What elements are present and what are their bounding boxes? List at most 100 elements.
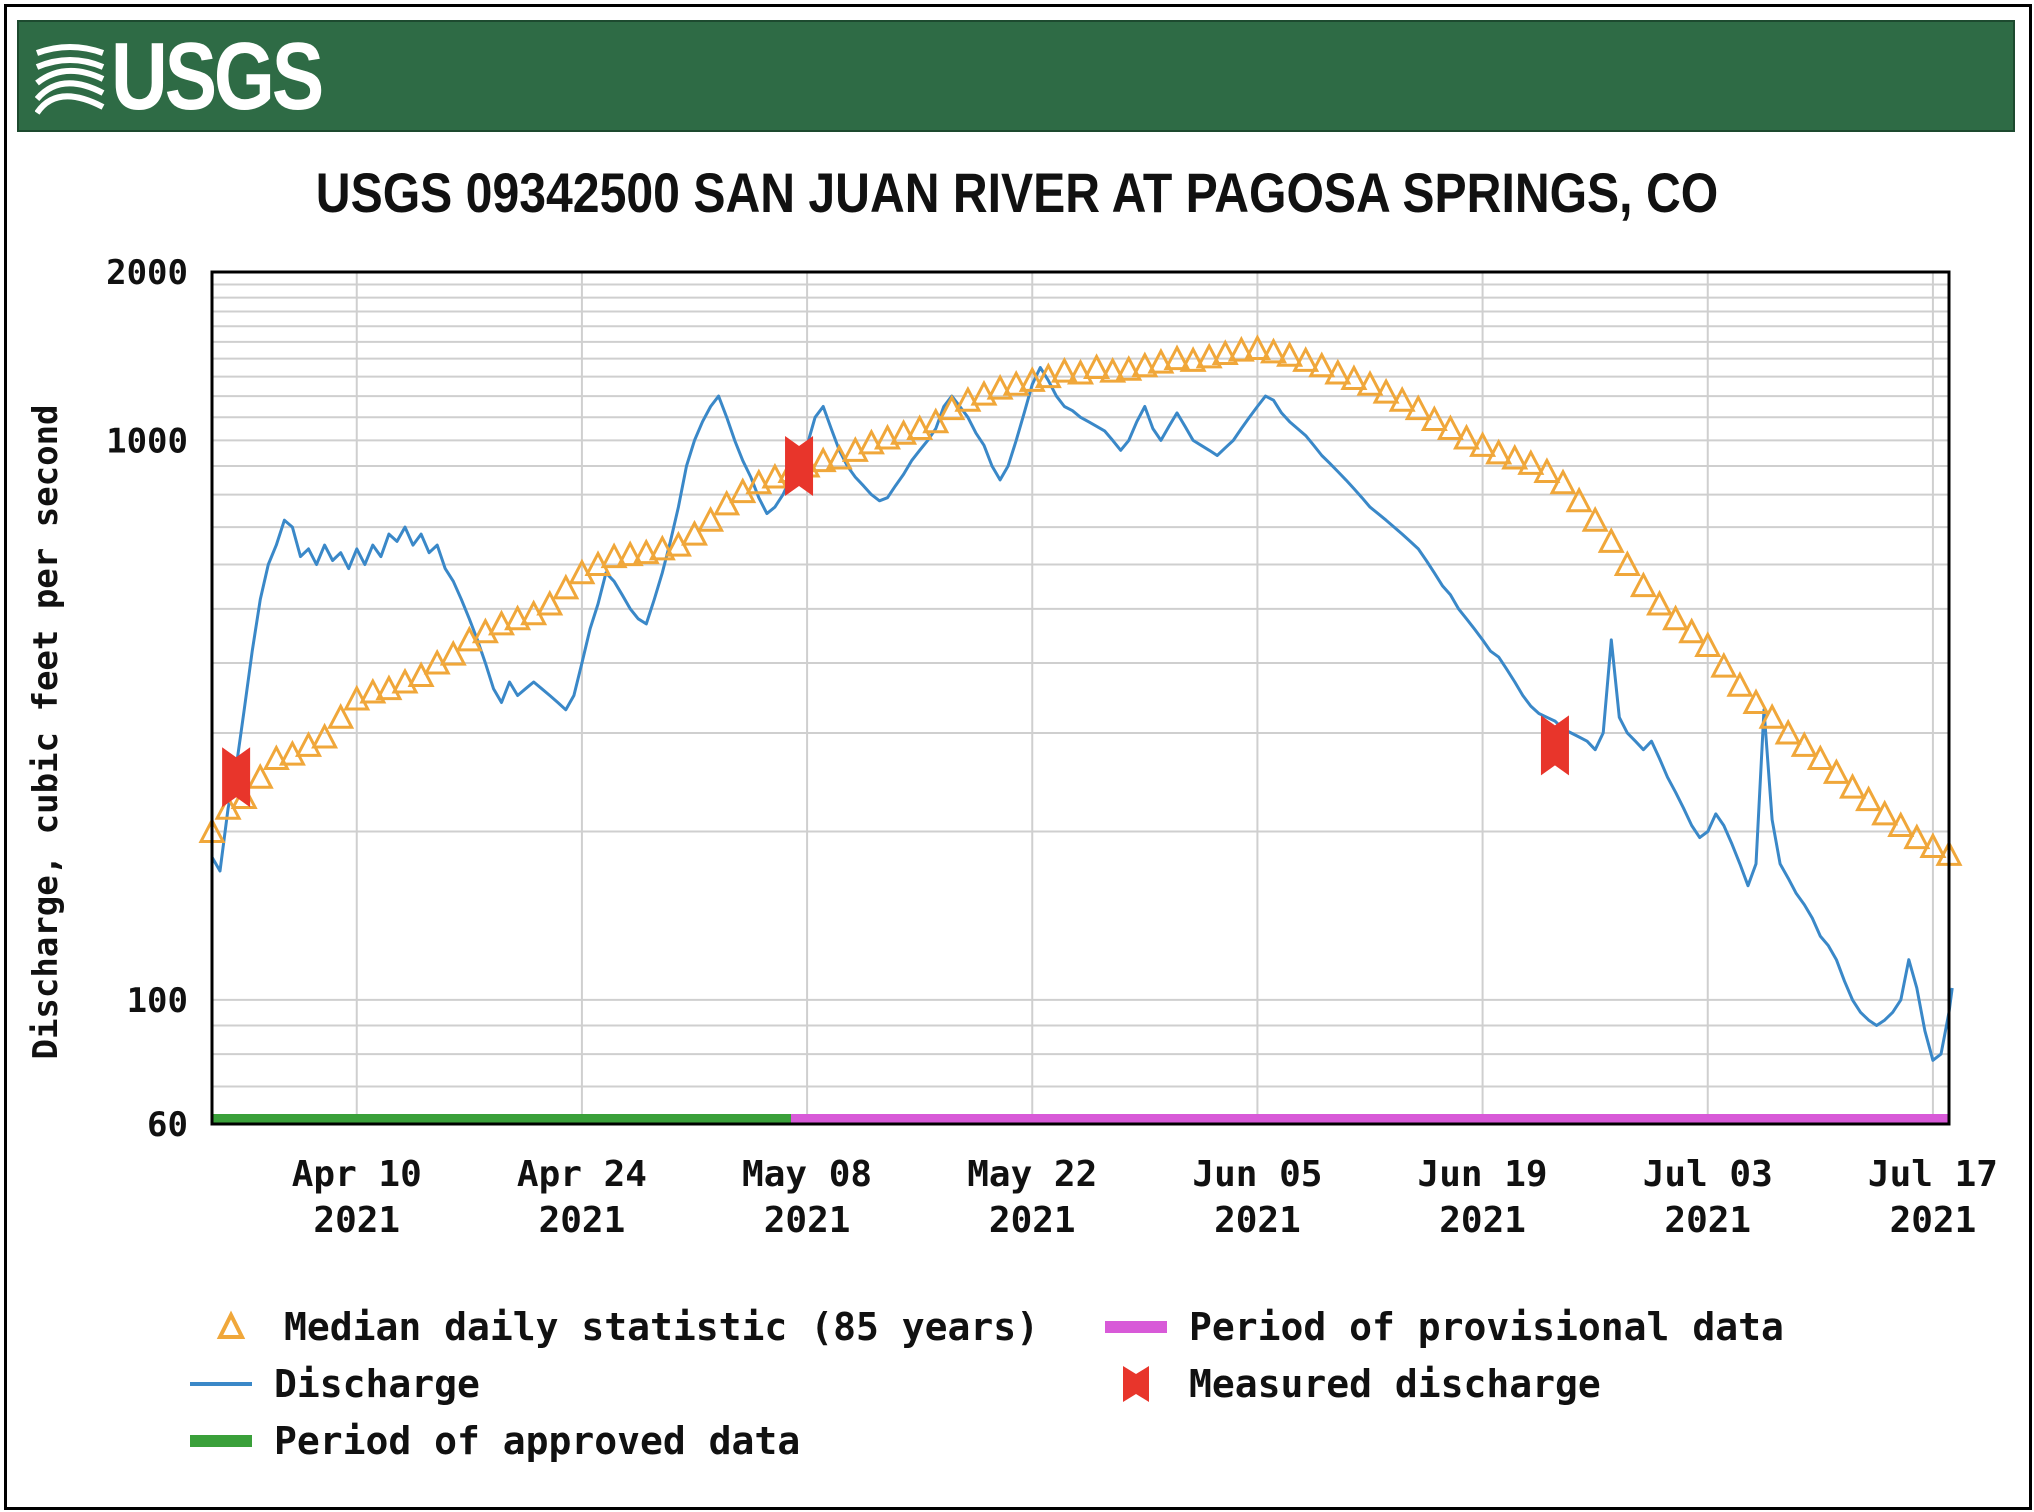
median-point: [616, 540, 644, 567]
median-point: [1163, 344, 1191, 371]
usgs-logo-text: USGS: [111, 23, 324, 130]
median-point: [1420, 405, 1448, 431]
x-tick-year: 2021: [1664, 1200, 1751, 1241]
median-point: [986, 373, 1014, 400]
median-point: [1629, 571, 1657, 598]
x-tick-year: 2021: [1439, 1200, 1526, 1241]
median-point: [1533, 457, 1561, 483]
period-bar: [212, 1114, 791, 1124]
median-point: [1276, 340, 1304, 367]
median-point: [262, 744, 290, 771]
period-bar: [791, 1114, 1949, 1124]
median-point: [809, 446, 837, 473]
median-point: [1549, 468, 1577, 495]
median-point: [246, 763, 274, 789]
x-tick-label: Jun 19: [1418, 1154, 1548, 1195]
x-tick-label: Apr 24: [517, 1154, 647, 1195]
median-point: [1613, 550, 1641, 577]
median-point: [1597, 527, 1625, 553]
median-triangle-icon: [216, 1310, 246, 1339]
median-point: [1758, 703, 1786, 729]
median-point: [1260, 337, 1287, 364]
x-tick-year: 2021: [764, 1200, 851, 1241]
x-tick-label: May 22: [967, 1154, 1097, 1195]
median-series: [198, 334, 1963, 866]
legend-median: Median daily statistic (85 years): [200, 1305, 1039, 1349]
median-point: [1822, 758, 1850, 784]
x-tick-labels: Apr 10 2021 Apr 24 2021 May 08 2021 May 22 2021…: [292, 1154, 1998, 1241]
median-point: [1662, 604, 1690, 631]
median-point: [632, 538, 660, 565]
median-point: [1469, 431, 1497, 457]
median-point: [1404, 394, 1432, 421]
median-point: [1855, 785, 1883, 812]
measured-series: [222, 436, 1569, 808]
median-point: [1887, 811, 1915, 837]
median-point: [857, 428, 885, 455]
chart-title: USGS 09342500 SAN JUAN RIVER AT PAGOSA S…: [315, 161, 1719, 224]
median-point: [1565, 486, 1593, 513]
median-point: [407, 661, 435, 688]
y-tick-label: 60: [147, 1105, 188, 1145]
median-point: [1292, 346, 1320, 372]
median-point: [648, 534, 676, 561]
median-point: [1227, 335, 1255, 362]
median-point: [970, 379, 998, 406]
median-point: [359, 677, 387, 704]
median-point: [504, 604, 532, 631]
measured-point: [222, 747, 251, 808]
median-point: [1646, 589, 1673, 616]
median-point: [1517, 449, 1545, 475]
median-point: [1774, 718, 1802, 745]
x-tick-year: 2021: [539, 1200, 626, 1241]
legend-provisional: Period of provisional data: [1105, 1305, 1784, 1349]
median-point: [1742, 688, 1770, 715]
median-point: [697, 506, 725, 532]
median-point: [1131, 351, 1159, 378]
median-point: [1050, 356, 1078, 383]
legend-approved-label: Period of approved data: [274, 1419, 801, 1463]
median-point: [922, 407, 950, 434]
discharge-line: [210, 366, 1954, 1062]
median-point: [1678, 617, 1706, 644]
median-point: [954, 385, 982, 412]
usgs-banner: USGS: [17, 20, 2015, 132]
legend-discharge: Discharge: [190, 1362, 480, 1406]
median-point: [890, 419, 918, 445]
x-tick-label: Apr 10: [292, 1154, 422, 1195]
usgs-logo[interactable]: USGS: [35, 23, 367, 130]
median-point: [439, 639, 467, 666]
median-point: [600, 542, 628, 569]
discharge-series: [210, 366, 1954, 1062]
x-tick-label: Jul 17: [1868, 1154, 1998, 1195]
median-point: [1839, 772, 1866, 799]
provisional-bar-icon: [1105, 1321, 1167, 1333]
median-point: [1115, 355, 1143, 381]
median-point: [1903, 823, 1931, 850]
median-point: [1195, 342, 1223, 369]
legend-approved: Period of approved data: [190, 1419, 800, 1463]
legend-measured-label: Measured discharge: [1189, 1362, 1601, 1406]
median-point: [1356, 370, 1384, 396]
median-point: [1179, 346, 1207, 372]
y-tick-labels: 60 100 1000 2000: [106, 253, 188, 1145]
median-point: [1147, 347, 1175, 374]
median-point: [1501, 443, 1529, 470]
median-point: [713, 489, 741, 516]
median-point: [1453, 423, 1480, 450]
median-point: [1436, 414, 1464, 441]
median-point: [1018, 366, 1046, 392]
x-tick-year: 2021: [313, 1200, 400, 1241]
median-point: [1485, 438, 1513, 465]
median-point: [1710, 651, 1738, 678]
median-point: [1083, 353, 1111, 379]
median-point: [1243, 334, 1271, 360]
legend-measured: Measured discharge: [1105, 1362, 1601, 1406]
median-point: [745, 468, 773, 495]
median-point: [1694, 631, 1722, 657]
median-point: [552, 573, 580, 600]
median-point: [1806, 744, 1834, 771]
approved-bar-icon: [190, 1435, 252, 1447]
usgs-wave-icon: [35, 39, 105, 115]
